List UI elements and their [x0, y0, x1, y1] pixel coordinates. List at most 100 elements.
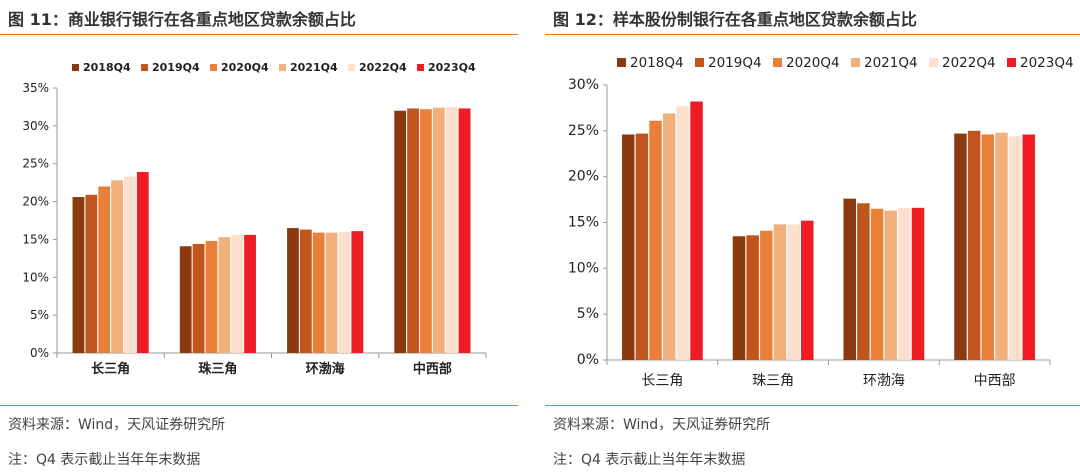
right-legend-swatch [773, 58, 782, 67]
left-source-rule [0, 405, 518, 406]
left-category-label: 珠三角 [198, 361, 237, 377]
right-y-tick-label: 20% [568, 169, 599, 185]
left-bar-2023Q4-环渤海 [351, 231, 364, 353]
left-legend-label: 2020Q4 [221, 61, 269, 74]
left-bar-2022Q4-中西部 [445, 106, 458, 353]
left-category-label: 长三角 [91, 361, 130, 377]
right-y-tick-label: 25% [568, 123, 599, 139]
right-legend-swatch [851, 58, 860, 67]
right-y-tick-label: 10% [568, 260, 599, 276]
right-bar-chart: 2018Q4 2019Q4 2020Q4 2021Q4 2022Q4 2023Q4 0% 5%… [568, 55, 1074, 389]
left-source-text: 资料来源：Wind，天风证券研究所 [8, 417, 226, 433]
right-bar-2018Q4-珠三角 [732, 236, 746, 360]
left-category-label: 中西部 [413, 361, 452, 377]
left-bar-2019Q4-珠三角 [192, 243, 205, 353]
left-bar-2021Q4-环渤海 [325, 232, 338, 353]
right-note-text: 注：Q4 表示截止当年年末数据 [553, 452, 746, 468]
right-legend-label: 2018Q4 [630, 55, 684, 71]
right-bar-2020Q4-长三角 [649, 120, 662, 360]
right-bar-2018Q4-长三角 [621, 134, 635, 360]
left-bar-2023Q4-中西部 [458, 108, 471, 353]
right-category-label: 长三角 [641, 373, 683, 389]
left-y-tick-label: 35% [22, 81, 49, 95]
left-y-tick-label: 0% [30, 346, 49, 360]
left-bar-2020Q4-中西部 [420, 109, 432, 353]
left-y-tick-label: 30% [22, 119, 49, 133]
right-bar-2018Q4-环渤海 [843, 198, 856, 360]
left-y-tick-label: 25% [22, 157, 49, 171]
right-bar-2019Q4-长三角 [635, 133, 649, 360]
right-y-tick-label: 15% [568, 215, 599, 231]
right-legend-swatch [617, 58, 626, 67]
right-bar-2019Q4-中西部 [967, 130, 981, 360]
left-legend-swatch [72, 64, 79, 71]
left-legend-label: 2021Q4 [290, 61, 338, 74]
left-category-label: 环渤海 [306, 361, 345, 377]
right-bar-2023Q4-长三角 [690, 101, 703, 360]
left-bar-2020Q4-珠三角 [205, 240, 218, 353]
right-legend-label: 2019Q4 [708, 55, 762, 71]
left-bar-2018Q4-环渤海 [287, 228, 299, 353]
right-bar-2021Q4-环渤海 [884, 210, 897, 360]
right-bar-2022Q4-中西部 [1008, 136, 1022, 360]
right-category-label: 中西部 [974, 373, 1016, 389]
left-legend-label: 2019Q4 [152, 61, 200, 74]
left-bar-2022Q4-长三角 [124, 176, 136, 353]
left-y-tick-label: 5% [30, 308, 49, 322]
right-bar-2023Q4-中西部 [1022, 134, 1036, 360]
left-figure-title: 图 11：商业银行银行在各重点地区贷款余额占比 [8, 10, 356, 29]
right-title-rule [545, 34, 1080, 35]
right-legend-label: 2021Q4 [864, 55, 918, 71]
left-bar-2022Q4-环渤海 [338, 231, 351, 353]
right-legend-swatch [1007, 58, 1016, 67]
left-legend-swatch [348, 64, 355, 71]
left-bar-chart: 2018Q4 2019Q4 2020Q4 2021Q4 2022Q4 2023Q4 0% 5%… [22, 61, 487, 377]
right-bar-2022Q4-长三角 [676, 106, 690, 360]
left-bar-2023Q4-长三角 [136, 172, 149, 353]
right-bar-2022Q4-环渤海 [898, 207, 911, 360]
right-legend-swatch [929, 58, 938, 67]
right-y-tick-label: 0% [577, 352, 599, 368]
right-bar-2021Q4-长三角 [662, 113, 676, 361]
left-bar-2022Q4-珠三角 [231, 234, 244, 353]
left-figure-panel: 图 11：商业银行银行在各重点地区贷款余额占比 2018Q4 2019Q4 2020… [0, 0, 518, 474]
left-bar-2023Q4-珠三角 [244, 234, 256, 353]
left-legend-swatch [210, 64, 217, 71]
right-bar-2019Q4-环渤海 [857, 203, 870, 360]
right-bar-2021Q4-珠三角 [773, 224, 787, 360]
left-y-tick-label: 15% [22, 232, 49, 246]
right-legend-label: 2022Q4 [942, 55, 996, 71]
left-y-tick-label: 10% [22, 270, 49, 284]
left-legend-swatch [279, 64, 286, 71]
left-bar-2019Q4-中西部 [407, 108, 419, 353]
right-y-tick-label: 30% [568, 77, 599, 93]
right-source-text: 资料来源：Wind，天风证券研究所 [553, 417, 771, 433]
left-bar-2021Q4-长三角 [111, 180, 123, 353]
right-bar-2023Q4-环渤海 [911, 207, 925, 360]
left-y-tick-label: 20% [22, 195, 49, 209]
right-bar-2022Q4-珠三角 [787, 224, 800, 360]
right-legend-label: 2020Q4 [786, 55, 840, 71]
left-legend-swatch [141, 64, 148, 71]
right-figure-panel: 图 12：样本股份制银行在各重点地区贷款余额占比 2018Q4 2019Q4 202… [545, 0, 1080, 474]
right-legend-swatch [695, 58, 704, 67]
right-bar-2018Q4-中西部 [954, 133, 967, 360]
left-legend-label: 2022Q4 [359, 61, 407, 74]
left-bar-2021Q4-中西部 [432, 107, 445, 353]
left-bar-2021Q4-珠三角 [218, 237, 231, 353]
left-legend-label: 2023Q4 [428, 61, 476, 74]
left-legend-swatch [417, 64, 424, 71]
right-bar-2019Q4-珠三角 [746, 235, 759, 360]
left-bar-2018Q4-珠三角 [179, 246, 192, 353]
left-legend-label: 2018Q4 [83, 61, 131, 74]
right-bar-2020Q4-中西部 [981, 134, 995, 360]
right-y-tick-label: 5% [577, 306, 599, 322]
left-bar-2018Q4-长三角 [72, 197, 85, 353]
left-title-rule [0, 34, 518, 35]
left-bar-2019Q4-环渤海 [299, 229, 312, 353]
right-category-label: 环渤海 [863, 373, 905, 389]
left-bar-2019Q4-长三角 [85, 194, 98, 353]
left-bar-2020Q4-环渤海 [312, 232, 325, 353]
left-note-text: 注：Q4 表示截止当年年末数据 [8, 452, 201, 468]
right-legend-label: 2023Q4 [1020, 55, 1074, 71]
